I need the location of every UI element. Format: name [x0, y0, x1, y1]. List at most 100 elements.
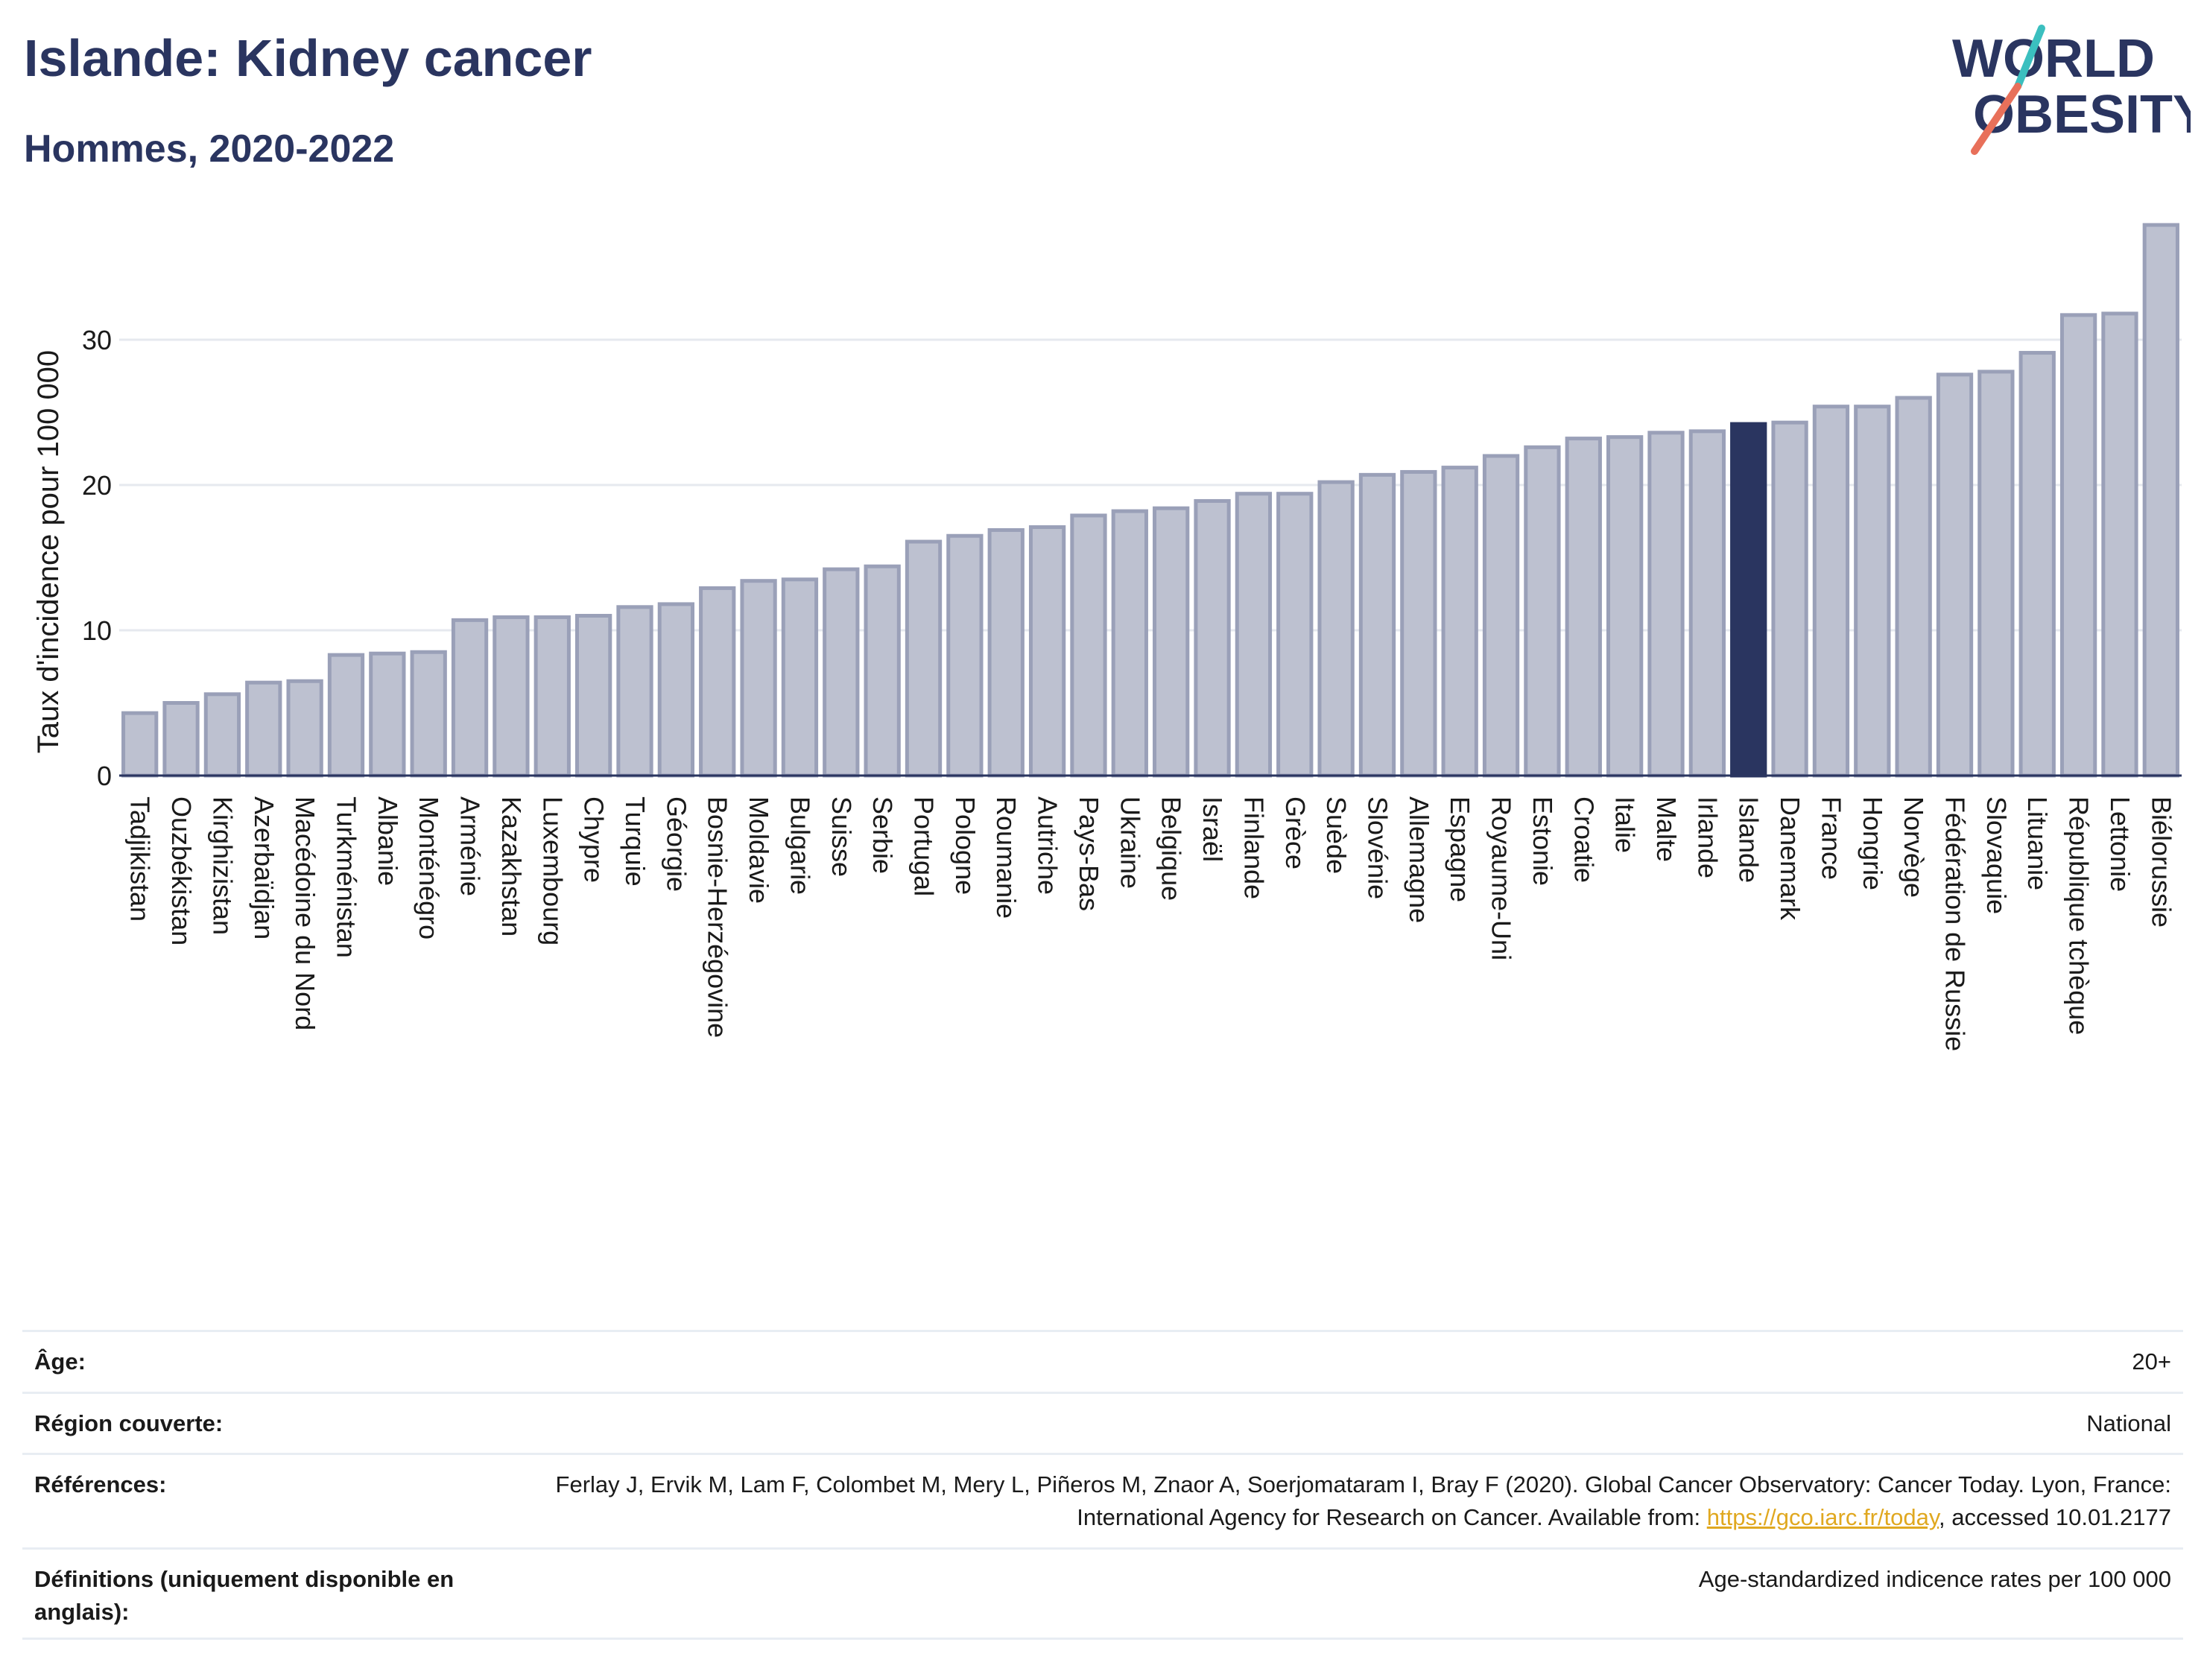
- x-tick-label: Macédoine du Nord: [290, 796, 320, 1030]
- bar-hongrie: [1854, 405, 1891, 778]
- meta-val-definitions: Age-standardized indicence rates per 100…: [1698, 1566, 2171, 1592]
- x-tick-label: Roumanie: [991, 796, 1022, 919]
- bar-luxembourg: [533, 615, 571, 778]
- bar-arm-nie: [451, 618, 489, 778]
- bar-slov-nie: [1358, 472, 1396, 778]
- x-tick-label: Malte: [1651, 796, 1682, 862]
- y-tick-label: 30: [82, 325, 112, 355]
- x-tick-label: Ukraine: [1115, 796, 1145, 889]
- x-tick-label: Biélorussie: [2146, 796, 2176, 928]
- bar-kazakhstan: [493, 615, 530, 778]
- x-tick-label: Pays-Bas: [1074, 796, 1104, 911]
- meta-key-age: Âge:: [34, 1348, 86, 1375]
- bar-bosnie-herz-govine: [699, 586, 736, 778]
- x-tick-label: Bosnie-Herzégovine: [703, 796, 733, 1038]
- x-tick-label: Lettonie: [2105, 796, 2135, 892]
- x-tick-label: Fédération de Russie: [1940, 796, 1971, 1051]
- bar-mac-doine-du-nord: [286, 679, 323, 778]
- bar-portugal: [905, 539, 943, 778]
- x-tick-label: Turkménistan: [331, 796, 361, 958]
- bar-azerba-djan: [245, 680, 282, 778]
- bar-moldavie: [740, 579, 777, 778]
- bar-su-de: [1317, 480, 1355, 778]
- reference-link[interactable]: https://gco.iarc.fr/today: [1706, 1504, 1939, 1530]
- bar-croatie: [1565, 437, 1602, 778]
- chart-subtitle: Hommes, 2020-2022: [24, 127, 395, 171]
- bar-ukraine: [1111, 509, 1148, 778]
- bar-gr-ce: [1276, 492, 1314, 778]
- bar-bulgarie: [781, 577, 819, 778]
- bar-turquie: [616, 605, 653, 778]
- x-tick-label: Serbie: [867, 796, 898, 874]
- bar-belgique: [1153, 506, 1190, 778]
- chart-title: Islande: Kidney cancer: [24, 29, 592, 87]
- x-tick-label: Irlande: [1692, 796, 1723, 878]
- y-tick-label: 20: [82, 470, 112, 501]
- x-tick-label: Azerbaïdjan: [249, 796, 279, 939]
- meta-val-age: 20+: [2132, 1348, 2171, 1375]
- bar-serbie: [864, 564, 901, 778]
- x-tick-label: Kirghizistan: [207, 796, 238, 935]
- x-tick-label: Belgique: [1156, 796, 1187, 901]
- bar-kirghizistan: [203, 692, 241, 778]
- bar-albanie: [369, 651, 406, 778]
- x-tick-label: Danemark: [1775, 796, 1805, 921]
- meta-key-references: Références:: [34, 1471, 167, 1497]
- x-tick-label: Turquie: [620, 796, 650, 887]
- logo-slash-coral: [1971, 83, 2021, 155]
- bar-f-d-ration-de-russie: [1936, 373, 1974, 778]
- meta-row-references: Références: Ferlay J, Ervik M, Lam F, Co…: [22, 1453, 2183, 1547]
- metadata-table: Âge: 20+ Région couverte: National Référ…: [22, 1330, 2183, 1640]
- bar-tadjikistan: [121, 711, 159, 778]
- x-tick-label: Tadjikistan: [125, 796, 156, 922]
- bar-pays-bas: [1070, 513, 1107, 778]
- bar-slovaquie: [1977, 370, 2015, 778]
- x-tick-label: Islande: [1734, 796, 1764, 883]
- x-tick-label: Monténégro: [414, 796, 444, 939]
- x-tick-label: Chypre: [579, 796, 609, 883]
- bar-irlande: [1688, 429, 1726, 778]
- x-tick-label: Moldavie: [744, 796, 774, 904]
- bar-malte: [1647, 431, 1685, 778]
- reference-text: Ferlay J, Ervik M, Lam F, Colombet M, Me…: [555, 1471, 2171, 1530]
- bar-g-orgie: [657, 602, 695, 778]
- bar-chypre: [574, 614, 612, 778]
- bar-allemagne: [1400, 469, 1437, 778]
- bar-ouzb-kistan: [162, 701, 200, 778]
- x-tick-label: Albanie: [373, 796, 403, 886]
- x-tick-label: Arménie: [455, 796, 486, 896]
- bar-norv-ge: [1895, 396, 1932, 778]
- meta-row-age: Âge: 20+: [22, 1330, 2183, 1392]
- x-tick-label: Suisse: [826, 796, 857, 877]
- x-tick-label: Slovaquie: [1981, 796, 2012, 914]
- reference-accessed: , accessed 10.01.2177: [1939, 1504, 2171, 1530]
- x-tick-label: Allemagne: [1404, 796, 1434, 923]
- bar-autriche: [1028, 525, 1066, 778]
- x-tick-label: Portugal: [909, 796, 940, 896]
- world-obesity-logo[interactable]: WORLD OBESITY: [1937, 21, 2191, 162]
- bar-espagne: [1441, 466, 1478, 778]
- x-tick-label: Luxembourg: [537, 796, 568, 945]
- x-tick-label: Croatie: [1568, 796, 1599, 883]
- x-tick-label: République tchèque: [2064, 796, 2094, 1035]
- x-tick-label: Kazakhstan: [496, 796, 527, 936]
- bar-lettonie: [2101, 311, 2138, 778]
- bar-italie: [1606, 435, 1644, 778]
- x-tick-label: France: [1816, 796, 1846, 880]
- x-tick-label: Grèce: [1280, 796, 1311, 869]
- meta-val-references: Ferlay J, Ervik M, Lam F, Colombet M, Me…: [547, 1468, 2183, 1547]
- x-tick-label: Espagne: [1445, 796, 1475, 902]
- meta-key-region: Région couverte:: [34, 1410, 224, 1436]
- x-tick-label: Ouzbékistan: [166, 796, 197, 945]
- x-tick-label: Estonie: [1527, 796, 1558, 886]
- x-tick-label: Pologne: [950, 796, 981, 895]
- x-tick-label: Bulgarie: [785, 796, 815, 895]
- tick-layer: 0 10 20 30: [82, 325, 112, 791]
- x-tick-label: Suède: [1321, 796, 1352, 874]
- bar-mont-n-gro: [410, 650, 447, 778]
- x-tick-label: Autriche: [1033, 796, 1063, 895]
- y-tick-label: 0: [97, 761, 112, 791]
- bar-turkm-nistan: [327, 653, 365, 778]
- meta-row-region: Région couverte: National: [22, 1392, 2183, 1453]
- x-tick-label: Royaume-Uni: [1486, 796, 1517, 960]
